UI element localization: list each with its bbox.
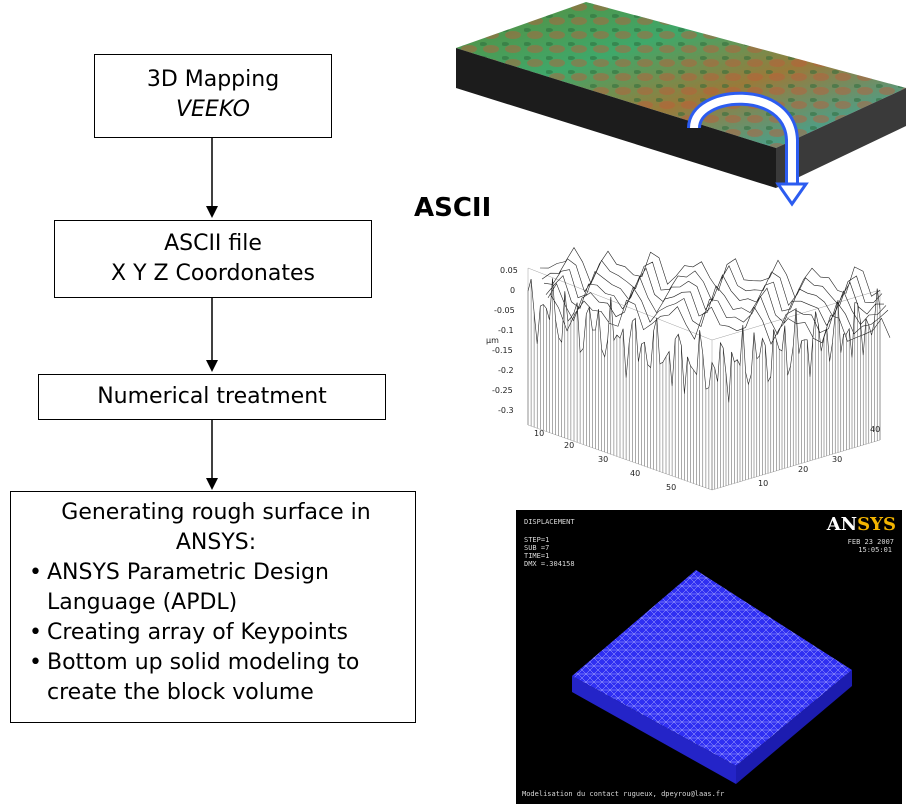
z-tick-6: -0.2 [498, 366, 514, 375]
step-ascii-file: ASCII file X Y Z Coordonates [54, 220, 372, 298]
ascii-label: ASCII [414, 193, 492, 223]
z-axis-label: µm [486, 336, 499, 345]
z-tick-1: 0.05 [500, 266, 518, 275]
step-numerical-treatment-label: Numerical treatment [97, 384, 327, 409]
bullet-keypoints: Creating array of Keypoints [27, 618, 405, 648]
ansys-sub: SUB =7 [524, 544, 550, 552]
bullet-bottom-up: Bottom up solid modeling to create the b… [27, 648, 405, 708]
z-tick-3: -0.05 [494, 306, 515, 315]
flow-arrow-1 [206, 138, 218, 218]
z-tick-2: 0 [510, 286, 515, 295]
step-3d-mapping-label: 3D Mapping [146, 67, 280, 92]
ansys-logo: ANSYS [826, 514, 896, 535]
z-tick-5: -0.15 [492, 346, 513, 355]
ansys-title: DISPLACEMENT [524, 518, 575, 526]
step-generating-surface-bullets: ANSYS Parametric Design Language (APDL) … [27, 558, 405, 708]
ansys-footer: Modelisation du contact rugueux, dpeyrou… [522, 790, 725, 798]
x-tick-5: 50 [666, 483, 676, 492]
transform-arrow-icon [687, 91, 809, 207]
flow-arrow-2 [206, 298, 218, 372]
ansys-model-view: DISPLACEMENT STEP=1 SUB =7 TIME=1 DMX =.… [516, 510, 902, 804]
step-ascii-file-coords: X Y Z Coordonates [111, 261, 315, 286]
ansys-clock: 15:05:01 [858, 546, 892, 554]
x-tick-4: 40 [630, 469, 640, 478]
step-generating-surface-title: Generating rough surface in ANSYS: [61, 500, 371, 555]
z-tick-8: -0.3 [498, 406, 514, 415]
x-tick-1: 10 [534, 429, 544, 438]
y-tick-3: 30 [832, 455, 842, 464]
flow-arrow-3 [206, 420, 218, 490]
ansys-time: TIME=1 [524, 552, 550, 560]
z-tick-4: -0.1 [498, 326, 514, 335]
y-tick-2: 20 [798, 465, 808, 474]
x-tick-2: 20 [564, 441, 574, 450]
step-3d-mapping-tool: VEEKO [175, 97, 250, 122]
ansys-dmx: DMX =.304158 [524, 560, 575, 568]
ansys-mesh [572, 570, 852, 784]
bullet-apdl: ANSYS Parametric Design Language (APDL) [27, 558, 405, 618]
rough-surface-render [456, 2, 906, 188]
step-ascii-file-label: ASCII file [164, 231, 262, 256]
step-3d-mapping: 3D Mapping VEEKO [94, 54, 332, 138]
y-tick-1: 10 [758, 479, 768, 488]
x-tick-3: 30 [598, 455, 608, 464]
step-numerical-treatment: Numerical treatment [38, 374, 386, 420]
step-generating-surface: Generating rough surface in ANSYS: ANSYS… [10, 491, 416, 723]
y-tick-4: 40 [870, 425, 880, 434]
z-tick-7: -0.25 [492, 386, 513, 395]
ansys-date: FEB 23 2007 [847, 538, 894, 546]
ansys-step: STEP=1 [524, 536, 550, 544]
ascii-surface-plot: 0.05 0 -0.05 -0.1 -0.15 -0.2 -0.25 -0.3 … [486, 247, 891, 492]
